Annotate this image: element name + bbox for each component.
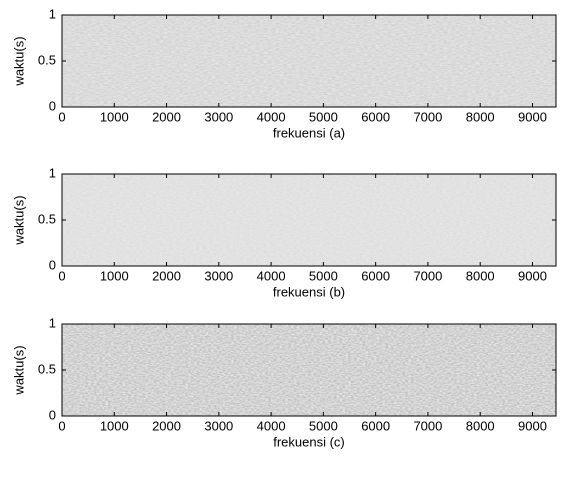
x-axis-label: frekuensi (c)	[273, 434, 345, 449]
x-tick-label: 0	[58, 418, 65, 433]
x-axis-label: frekuensi (b)	[273, 284, 345, 299]
x-tick-label: 5000	[309, 109, 338, 124]
x-tick-label: 0	[58, 109, 65, 124]
x-tick-label: 6000	[361, 418, 390, 433]
x-tick-label: 5000	[309, 418, 338, 433]
x-tick-label: 1000	[100, 109, 129, 124]
y-tick-label: 0	[49, 407, 56, 422]
x-tick-label: 9000	[518, 418, 547, 433]
x-tick-label: 9000	[518, 268, 547, 283]
x-tick-label: 8000	[466, 418, 495, 433]
x-tick-label: 2000	[152, 418, 181, 433]
x-tick-label: 1000	[100, 418, 129, 433]
x-tick-label: 0	[58, 268, 65, 283]
x-tick-label: 5000	[309, 268, 338, 283]
y-axis-label: waktu(s)	[11, 195, 26, 245]
x-tick-label: 4000	[257, 418, 286, 433]
y-tick-label: 0	[49, 257, 56, 272]
x-tick-label: 9000	[518, 109, 547, 124]
x-tick-label: 4000	[257, 268, 286, 283]
x-tick-label: 2000	[152, 109, 181, 124]
y-tick-label: 1	[49, 165, 56, 180]
x-tick-label: 6000	[361, 109, 390, 124]
spectrogram-texture	[62, 15, 556, 107]
x-tick-label: 3000	[204, 268, 233, 283]
y-axis-label: waktu(s)	[11, 345, 26, 395]
x-tick-label: 2000	[152, 268, 181, 283]
y-tick-label: 1	[49, 6, 56, 21]
x-tick-label: 7000	[413, 109, 442, 124]
x-tick-label: 3000	[204, 109, 233, 124]
spectrogram-texture	[62, 174, 556, 266]
x-tick-label: 8000	[466, 109, 495, 124]
y-axis-label: waktu(s)	[11, 36, 26, 86]
x-tick-label: 1000	[100, 268, 129, 283]
spectrogram-texture	[62, 324, 556, 416]
y-tick-label: 0.5	[38, 52, 56, 67]
x-tick-label: 3000	[204, 418, 233, 433]
x-tick-label: 7000	[413, 268, 442, 283]
x-tick-label: 8000	[466, 268, 495, 283]
y-tick-label: 0	[49, 98, 56, 113]
x-tick-label: 7000	[413, 418, 442, 433]
x-axis-label: frekuensi (a)	[273, 125, 345, 140]
y-tick-label: 0.5	[38, 361, 56, 376]
x-tick-label: 4000	[257, 109, 286, 124]
y-tick-label: 1	[49, 315, 56, 330]
x-tick-label: 6000	[361, 268, 390, 283]
y-tick-label: 0.5	[38, 211, 56, 226]
